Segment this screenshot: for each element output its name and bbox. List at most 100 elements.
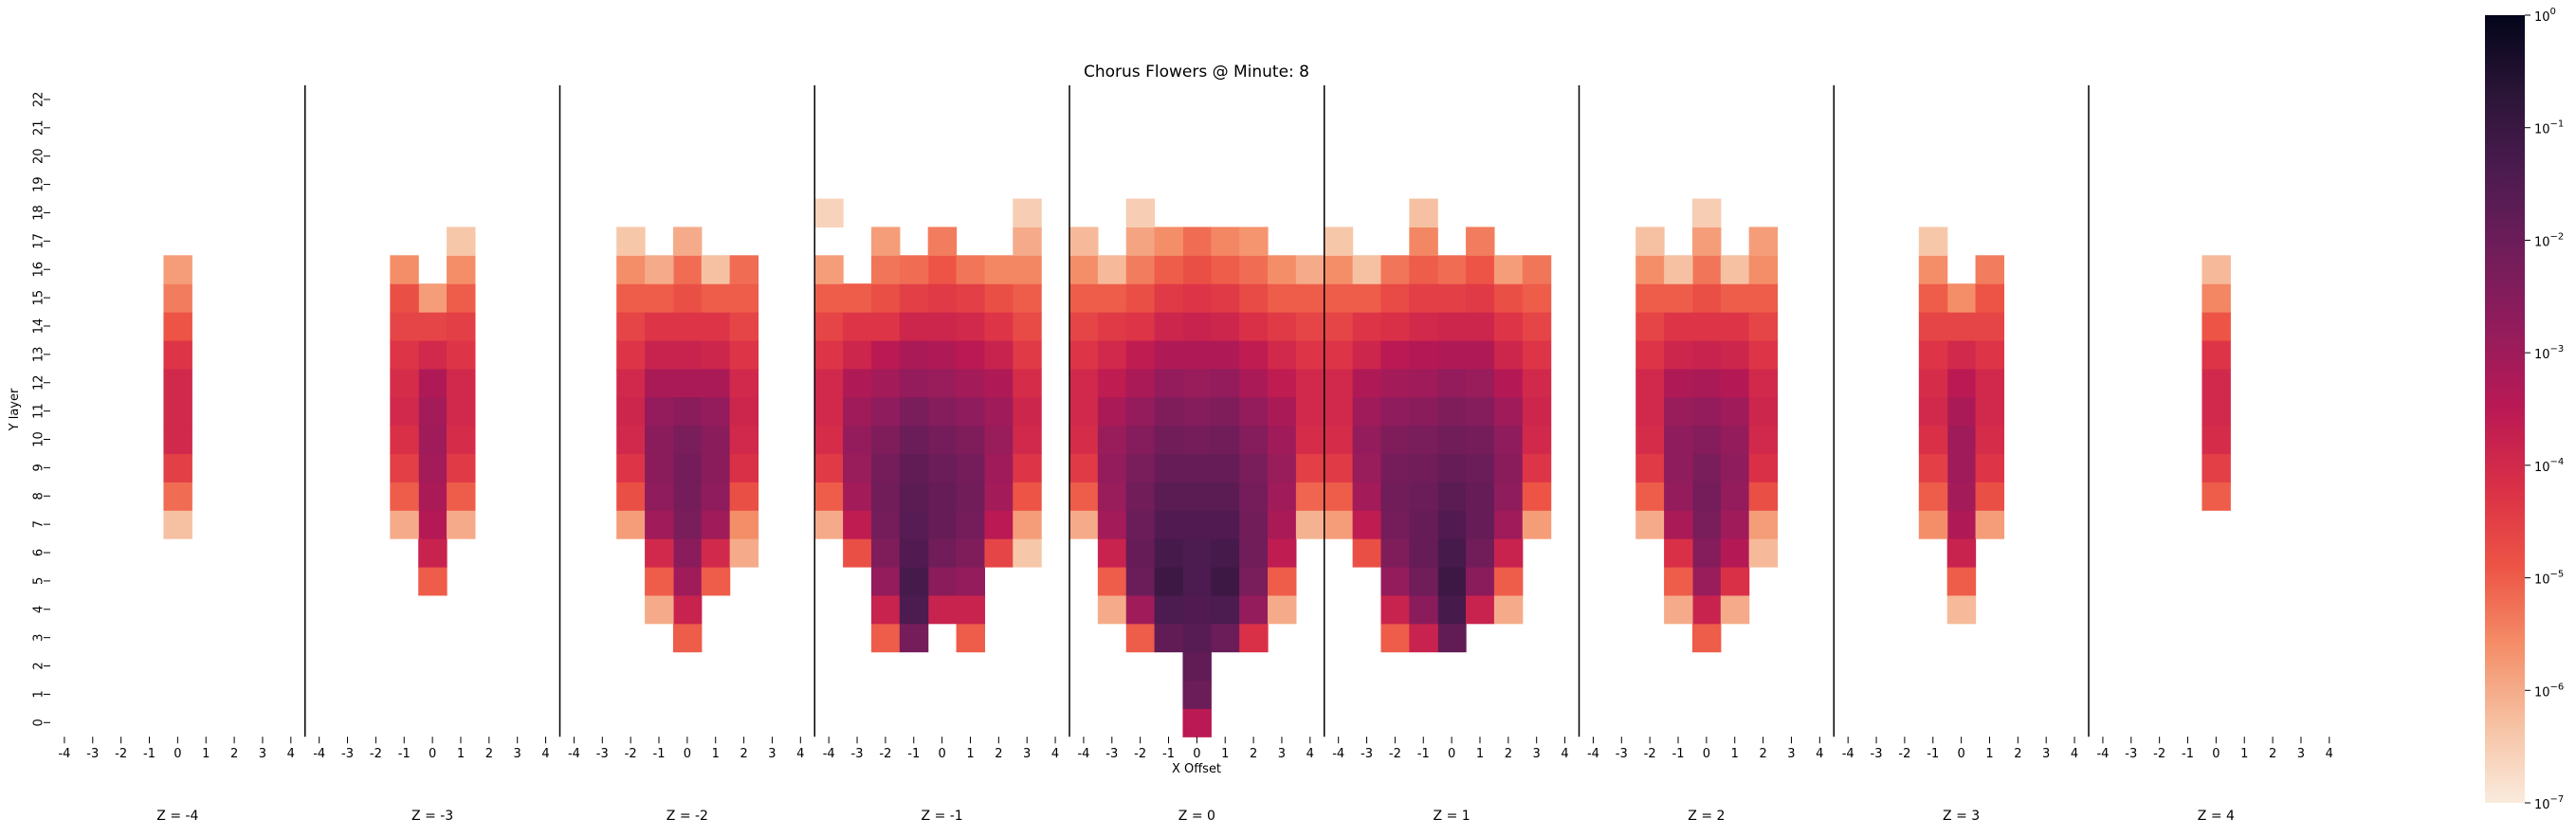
x-tick-label: 0 (174, 747, 181, 761)
heatmap-cell (1154, 425, 1184, 455)
colorbar: 100 10−1 10−2 10−3 10−4 10−5 10−6 10−7 (2485, 7, 2564, 812)
heatmap-cells (163, 198, 2231, 737)
heatmap-cell (843, 538, 872, 568)
heatmap-cell (927, 339, 958, 370)
heatmap-cell (1664, 283, 1693, 313)
heatmap-cell (899, 425, 929, 455)
heatmap-cell (870, 396, 901, 427)
heatmap-cell (1691, 283, 1722, 313)
heatmap-cell (1975, 482, 2005, 511)
heatmap-cell (418, 283, 448, 313)
heatmap-cell (1409, 566, 1438, 596)
heatmap-cell (1069, 255, 1099, 284)
heatmap-cell (1239, 623, 1269, 653)
heatmap-cell (1664, 594, 1693, 625)
heatmap-cell (1125, 198, 1156, 227)
heatmap-cell (1409, 623, 1438, 653)
x-tick-label: 4 (796, 747, 804, 761)
heatmap-cell (1097, 425, 1127, 455)
heatmap-cell (984, 510, 1014, 539)
heatmap-cell (1182, 255, 1212, 284)
heatmap-cell (672, 227, 703, 256)
heatmap-cell (1324, 312, 1354, 341)
x-tick-label: -1 (1672, 747, 1685, 761)
heatmap-cell (1097, 312, 1127, 341)
heatmap-cell (1268, 339, 1297, 370)
heatmap-cell (1380, 453, 1410, 482)
heatmap-cell (899, 482, 929, 511)
heatmap-cell (956, 283, 986, 313)
heatmap-cell (1466, 482, 1495, 511)
heatmap-cell (1918, 227, 1948, 256)
x-tick-label: 4 (1051, 747, 1059, 761)
heatmap-cell (956, 510, 986, 539)
heatmap-cell (1437, 453, 1467, 482)
panel-label: Z = -4 (156, 809, 198, 824)
heatmap-cell (1493, 312, 1524, 341)
heatmap-cell (1522, 482, 1552, 511)
heatmap-cell (1635, 227, 1665, 256)
heatmap-cell (1295, 312, 1325, 341)
heatmap-cell (1097, 594, 1127, 625)
x-tick-label: -1 (2182, 747, 2194, 761)
heatmap-cell (1720, 538, 1750, 568)
heatmap-cell (1522, 453, 1552, 482)
x-tick-label: 4 (1561, 747, 1568, 761)
heatmap-cell (729, 312, 759, 341)
heatmap-cell (1211, 396, 1240, 427)
heatmap-cell (1380, 396, 1410, 427)
heatmap-cell (1522, 368, 1552, 398)
heatmap-cell (956, 339, 986, 370)
heatmap-cell (1211, 623, 1240, 653)
x-tick-label: -4 (568, 747, 580, 761)
x-axis: -4 -3 -2 -1 0 1 2 3 4 -4 -3 -2 -1 0 1 2 3 4 -4 -3 -2 -1 0 1 2 3 4 -… (58, 737, 2333, 761)
heatmap-cell (1182, 339, 1212, 370)
heatmap-cell (1324, 339, 1354, 370)
heatmap-cell (1013, 283, 1042, 313)
heatmap-cell (418, 510, 448, 539)
heatmap-cell (1211, 227, 1240, 256)
heatmap-cell (870, 283, 901, 313)
x-tick-label: 3 (1787, 747, 1795, 761)
x-tick-label: 4 (1816, 747, 1823, 761)
heatmap-cell (163, 425, 192, 455)
heatmap-cell (1691, 538, 1722, 568)
heatmap-cell (1918, 255, 1948, 284)
x-tick-label: 2 (230, 747, 238, 761)
x-tick-label: 0 (429, 747, 436, 761)
x-tick-label: 2 (2269, 747, 2276, 761)
panel-label: Z = 0 (1178, 809, 1215, 824)
colorbar-gradient (2485, 15, 2525, 803)
heatmap-cell (1324, 510, 1354, 539)
heatmap-cell (1295, 482, 1325, 511)
y-tick-label: 21 (32, 120, 46, 136)
heatmap-cell (2201, 453, 2231, 482)
heatmap-cell (616, 283, 646, 313)
heatmap-cell (163, 453, 192, 482)
heatmap-cell (1182, 283, 1212, 313)
heatmap-cell (1268, 312, 1297, 341)
heatmap-cell (1720, 453, 1750, 482)
heatmap-cell (1380, 538, 1410, 568)
heatmap-cell (616, 227, 646, 256)
heatmap-cell (390, 339, 419, 370)
heatmap-cell (899, 510, 929, 539)
heatmap-cell (2201, 312, 2231, 341)
heatmap-cell (1720, 255, 1750, 284)
heatmap-cell (645, 339, 674, 370)
heatmap-cell (1748, 312, 1779, 341)
y-tick-label: 4 (32, 606, 46, 613)
heatmap-cell (672, 594, 703, 625)
y-tick-label: 3 (32, 634, 46, 642)
heatmap-cell (1154, 255, 1184, 284)
heatmap-cell (1664, 538, 1693, 568)
heatmap-cell (1069, 425, 1099, 455)
heatmap-cell (1239, 510, 1269, 539)
panel-labels: Z = -4 Z = -3 Z = -2 Z = -1 Z = 0 Z = 1 Z = 2 Z… (156, 809, 2235, 824)
heatmap-cell (1975, 368, 2005, 398)
heatmap-cell (390, 368, 419, 398)
heatmap-cell (870, 594, 901, 625)
heatmap-cell (1125, 425, 1156, 455)
x-tick-label: -2 (879, 747, 891, 761)
heatmap-cell (1013, 538, 1042, 568)
